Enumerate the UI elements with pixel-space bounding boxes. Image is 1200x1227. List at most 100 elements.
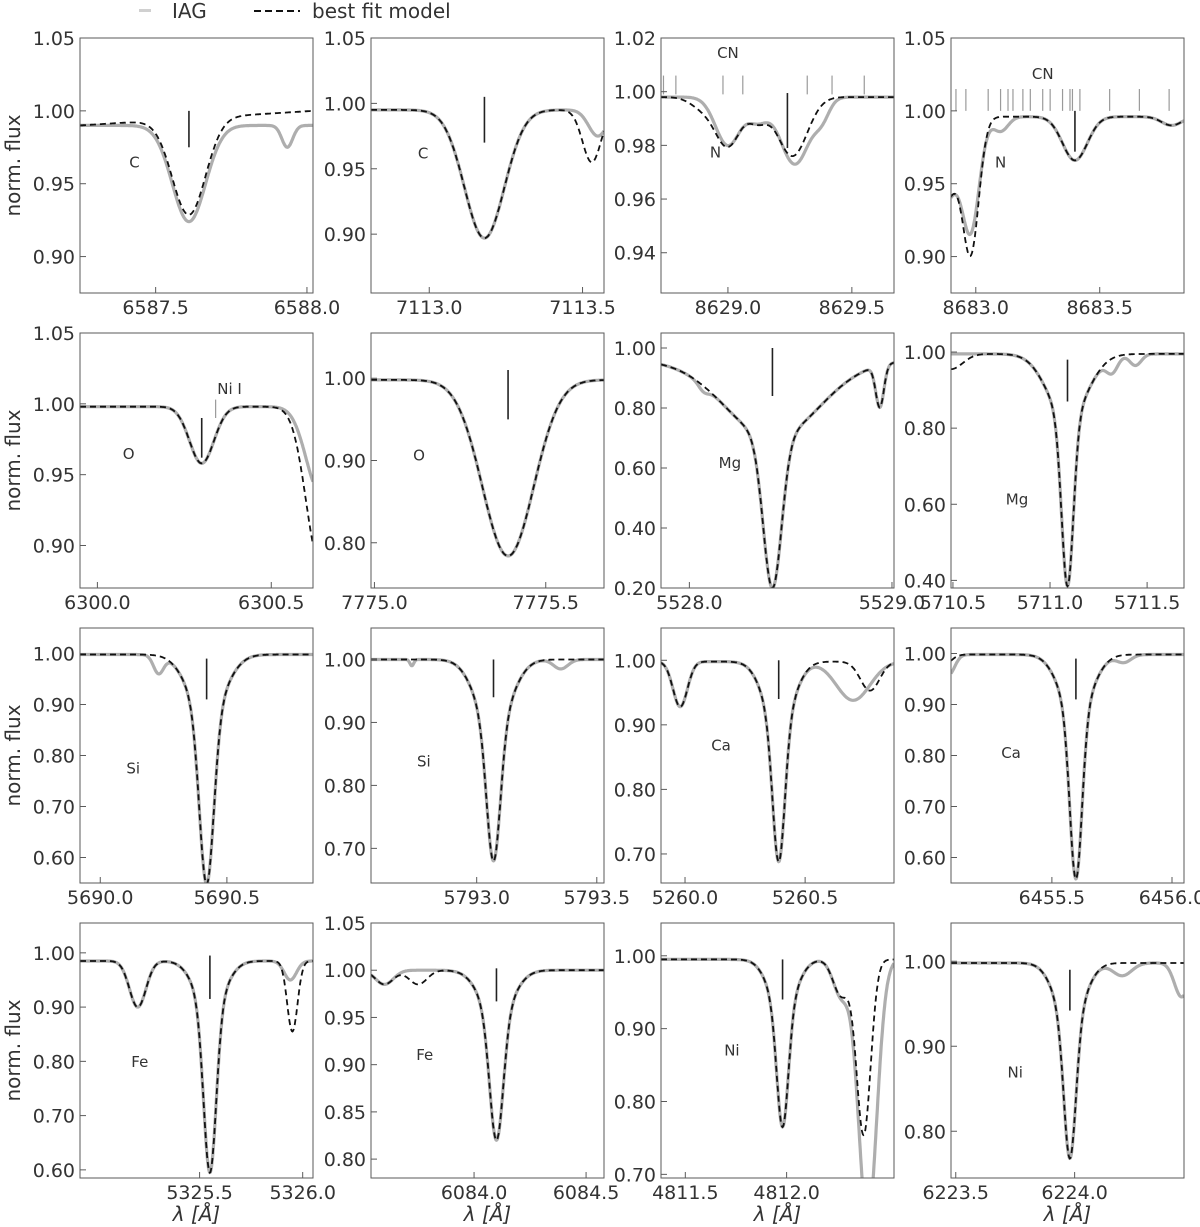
axes-frame [370,922,605,1179]
plot-area [951,652,1184,881]
x-tick-label: 8683.5 [1066,297,1132,319]
x-tick-label: 8629.0 [695,297,761,319]
panel-o-4: O Ni I 6300.0 6300.5 1.05 1.00 0.95 0.90 norm. f… [1,323,314,614]
observed-spectrum-line [371,378,604,558]
y-tick-label: 1.00 [324,960,366,982]
x-tick-label: 6300.0 [64,592,130,614]
panel-n-2: N CN 8629.0 8629.5 1.02 1.00 0.98 0.96 0.94 [614,28,895,319]
model-spectrum-line [80,405,313,545]
x-tick-label: 5711.5 [1114,592,1180,614]
x-tick-label: 5690.0 [67,887,133,909]
plot-area [661,361,894,588]
model-spectrum-line [951,962,1184,1160]
panel-mg-7: Mg 5710.5 5711.0 5711.5 1.00 0.80 0.60 0.40 [904,332,1185,614]
panel-ni-14: Ni 4811.5 4812.0 1.00 0.90 0.80 0.70 λ [Å] [614,922,895,1226]
y-tick-label: 0.95 [33,465,75,487]
y-tick-label: 1.00 [904,951,946,973]
element-label: O [413,447,425,465]
element-label: C [129,154,139,172]
x-tick-label: 6223.5 [923,1182,989,1204]
y-tick-label: 1.00 [904,101,946,123]
y-tick-label: 0.60 [904,494,946,516]
model-spectrum-line [951,653,1184,881]
y-tick-label: 1.02 [614,28,656,50]
y-axis-label: norm. flux [1,704,25,806]
x-tick-label: 5690.5 [194,887,260,909]
x-tick-label: 5326.0 [269,1182,335,1204]
y-tick-label: 0.80 [324,1149,366,1171]
x-tick-label: 5260.0 [652,887,718,909]
y-tick-label: 0.85 [324,1102,366,1124]
plot-area [371,108,604,240]
y-tick-label: 0.90 [324,451,366,473]
legend-label-model: best fit model [312,0,451,23]
y-tick-label: 1.05 [324,913,366,935]
axes-frame [79,37,314,294]
plot-area [80,652,313,883]
y-tick-label: 0.80 [324,533,366,555]
y-tick-label: 1.00 [904,342,946,364]
x-tick-label: 5793.0 [443,887,509,909]
y-tick-label: 0.60 [33,1160,75,1182]
plot-area [371,657,604,863]
plot-area [80,399,313,545]
y-tick-label: 1.00 [33,943,75,965]
y-tick-label: 1.00 [614,82,656,104]
panel-si-8: Si 5690.0 5690.5 1.00 0.90 0.80 0.70 0.60 norm. … [1,627,314,909]
plot-area [951,352,1184,588]
model-spectrum-line [661,96,894,157]
y-tick-label: 0.95 [324,1007,366,1029]
model-spectrum-line [371,379,604,557]
blend-label: Ni I [217,380,242,398]
element-label: Ca [711,737,731,755]
y-tick-label: 1.00 [324,368,366,390]
panel-ca-10: Ca 5260.0 5260.5 1.00 0.90 0.80 0.70 [614,627,895,909]
model-spectrum-line [951,353,1184,588]
model-spectrum-line [661,361,894,588]
blend-label: CN [717,44,739,62]
model-spectrum-line [80,960,313,1175]
plot-area [661,75,894,166]
plot-area [80,110,313,224]
plot-area [371,968,604,1142]
panel-c-1: C 7113.0 7113.5 1.05 1.00 0.95 0.90 [324,28,616,319]
panel-n-3: N CN 8683.0 8683.5 1.05 1.00 0.95 0.90 [904,28,1185,319]
x-axis-label: λ [Å] [463,1202,511,1226]
element-label: C [418,144,428,162]
y-tick-label: 0.90 [324,224,366,246]
y-tick-label: 0.94 [614,243,656,265]
y-tick-label: 0.20 [614,578,656,600]
axes-frame [79,922,314,1179]
y-tick-label: 0.95 [904,174,946,196]
x-tick-label: 6587.5 [122,297,188,319]
x-axis-label: λ [Å] [753,1202,801,1226]
observed-spectrum-line [661,660,894,864]
y-tick-label: 0.80 [614,398,656,420]
y-tick-label: 0.70 [33,797,75,819]
y-axis-label: norm. flux [1,114,25,216]
plot-area [951,961,1184,1160]
panel-mg-6: Mg 5528.0 5529.0 1.00 0.80 0.60 0.40 0.20 [614,332,925,614]
model-spectrum-line [371,658,604,862]
axes-frame [660,627,895,884]
y-tick-label: 0.95 [33,174,75,196]
y-tick-label: 0.80 [614,1092,656,1114]
y-tick-label: 1.00 [904,644,946,666]
model-spectrum-line [661,958,894,1137]
x-tick-label: 4811.5 [652,1182,718,1204]
element-label: Ni [724,1042,739,1060]
y-tick-label: 0.60 [904,848,946,870]
axes-frame [370,37,605,294]
axes-frame [950,922,1185,1179]
axes-frame [370,332,605,589]
x-tick-label: 7113.5 [549,297,615,319]
y-tick-label: 0.70 [904,797,946,819]
x-tick-label: 6084.5 [553,1182,619,1204]
y-tick-label: 0.90 [33,695,75,717]
element-label: Si [126,759,140,777]
element-label: Ca [1001,744,1021,762]
x-tick-label: 8629.5 [819,297,885,319]
y-tick-label: 0.90 [614,715,656,737]
x-tick-label: 4812.0 [753,1182,819,1204]
y-tick-label: 0.60 [33,848,75,870]
